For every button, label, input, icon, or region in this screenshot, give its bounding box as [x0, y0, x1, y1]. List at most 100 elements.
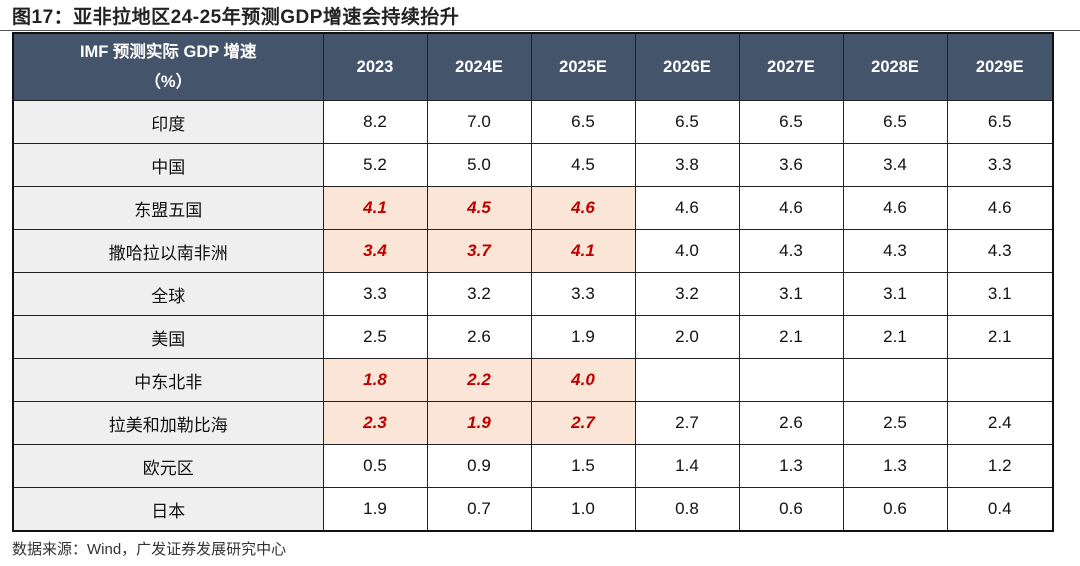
- table-cell: 3.4: [842, 143, 948, 187]
- table-row: 中国 5.2 5.0 4.5 3.8 3.6 3.4 3.3: [12, 143, 1054, 187]
- table-cell: 4.3: [738, 229, 844, 273]
- table-cell: 0.4: [946, 487, 1054, 532]
- table-cell: 2.6: [426, 315, 532, 359]
- table-cell: 3.3: [530, 272, 636, 316]
- table-cell: 3.2: [634, 272, 740, 316]
- table-cell: 1.3: [842, 444, 948, 488]
- table-cell: 4.6: [634, 186, 740, 230]
- table-cell: [738, 358, 844, 402]
- row-label: 拉美和加勒比海: [12, 401, 324, 445]
- table-cell: 4.0: [634, 229, 740, 273]
- table-cell: [842, 358, 948, 402]
- table-cell: 3.4: [322, 229, 428, 273]
- table-cell: 1.2: [946, 444, 1054, 488]
- table-cell: 0.6: [842, 487, 948, 532]
- table-cell: 0.7: [426, 487, 532, 532]
- table-cell: 4.6: [946, 186, 1054, 230]
- row-label: 东盟五国: [12, 186, 324, 230]
- table-cell: 2.5: [842, 401, 948, 445]
- table-cell: 8.2: [322, 100, 428, 144]
- column-header: 2023: [322, 32, 428, 101]
- table-cell: 1.9: [530, 315, 636, 359]
- table-row: 撒哈拉以南非洲 3.4 3.7 4.1 4.0 4.3 4.3 4.3: [12, 229, 1054, 273]
- table-row: 印度 8.2 7.0 6.5 6.5 6.5 6.5 6.5: [12, 100, 1054, 144]
- table-cell: 0.5: [322, 444, 428, 488]
- row-label: 欧元区: [12, 444, 324, 488]
- table-cell: 4.0: [530, 358, 636, 402]
- row-label: 撒哈拉以南非洲: [12, 229, 324, 273]
- header-label-line1: IMF 预测实际 GDP 增速: [79, 43, 257, 61]
- table-cell: 6.5: [842, 100, 948, 144]
- figure-title: 图17：亚非拉地区24-25年预测GDP增速会持续抬升: [12, 7, 460, 28]
- table-cell: 2.6: [738, 401, 844, 445]
- table-cell: 6.5: [634, 100, 740, 144]
- table-cell: 0.8: [634, 487, 740, 532]
- table-cell: [946, 358, 1054, 402]
- table-row: 中东北非 1.8 2.2 4.0: [12, 358, 1054, 402]
- table-cell: 2.4: [946, 401, 1054, 445]
- gdp-growth-table: IMF 预测实际 GDP 增速 （%） 2023 2024E 2025E 2026E 20…: [12, 32, 1054, 532]
- column-header: 2028E: [842, 32, 948, 101]
- table-cell: 4.3: [842, 229, 948, 273]
- table-cell: 6.5: [946, 100, 1054, 144]
- divider: [0, 30, 1080, 31]
- table-cell: 2.7: [530, 401, 636, 445]
- row-label: 中东北非: [12, 358, 324, 402]
- table-cell: 3.8: [634, 143, 740, 187]
- table-cell: 3.1: [946, 272, 1054, 316]
- table-cell: 7.0: [426, 100, 532, 144]
- table-cell: 1.4: [634, 444, 740, 488]
- table-cell: 4.1: [322, 186, 428, 230]
- header-label-line2: （%）: [144, 73, 193, 91]
- row-label: 日本: [12, 487, 324, 532]
- column-header: 2027E: [738, 32, 844, 101]
- source-note: 数据来源：Wind，广发证券发展研究中心: [12, 541, 287, 558]
- table-cell: 5.2: [322, 143, 428, 187]
- table-cell: 1.9: [322, 487, 428, 532]
- table-cell: 6.5: [530, 100, 636, 144]
- table-cell: 4.6: [738, 186, 844, 230]
- table-cell: 0.6: [738, 487, 844, 532]
- header-label: IMF 预测实际 GDP 增速 （%）: [12, 32, 324, 101]
- table-cell: 1.5: [530, 444, 636, 488]
- table-cell: 2.0: [634, 315, 740, 359]
- table-cell: 2.7: [634, 401, 740, 445]
- table-cell: 3.1: [738, 272, 844, 316]
- table-cell: 6.5: [738, 100, 844, 144]
- table-cell: 3.3: [322, 272, 428, 316]
- table-cell: 1.9: [426, 401, 532, 445]
- column-header: 2029E: [946, 32, 1054, 101]
- row-label: 印度: [12, 100, 324, 144]
- row-label: 美国: [12, 315, 324, 359]
- table-cell: 2.5: [322, 315, 428, 359]
- table-cell: 1.8: [322, 358, 428, 402]
- table-cell: 3.2: [426, 272, 532, 316]
- table-cell: 4.3: [946, 229, 1054, 273]
- table-row: 东盟五国 4.1 4.5 4.6 4.6 4.6 4.6 4.6: [12, 186, 1054, 230]
- table-cell: 4.5: [530, 143, 636, 187]
- table-cell: 2.3: [322, 401, 428, 445]
- table-cell: 4.5: [426, 186, 532, 230]
- column-header: 2025E: [530, 32, 636, 101]
- table-cell: 4.1: [530, 229, 636, 273]
- column-header: 2026E: [634, 32, 740, 101]
- table-cell: 2.1: [842, 315, 948, 359]
- table-cell: 3.3: [946, 143, 1054, 187]
- table-cell: 4.6: [530, 186, 636, 230]
- column-header: 2024E: [426, 32, 532, 101]
- header-row: IMF 预测实际 GDP 增速 （%） 2023 2024E 2025E 2026E 20…: [12, 32, 1054, 101]
- row-label: 中国: [12, 143, 324, 187]
- table-cell: 3.7: [426, 229, 532, 273]
- table-row: 美国 2.5 2.6 1.9 2.0 2.1 2.1 2.1: [12, 315, 1054, 359]
- table-row: 拉美和加勒比海 2.3 1.9 2.7 2.7 2.6 2.5 2.4: [12, 401, 1054, 445]
- table-cell: 4.6: [842, 186, 948, 230]
- table-cell: 0.9: [426, 444, 532, 488]
- row-label: 全球: [12, 272, 324, 316]
- table-cell: 3.1: [842, 272, 948, 316]
- table-cell: 5.0: [426, 143, 532, 187]
- table-cell: 2.1: [738, 315, 844, 359]
- table-cell: 2.1: [946, 315, 1054, 359]
- table-row: 全球 3.3 3.2 3.3 3.2 3.1 3.1 3.1: [12, 272, 1054, 316]
- table-cell: [634, 358, 740, 402]
- table-cell: 3.6: [738, 143, 844, 187]
